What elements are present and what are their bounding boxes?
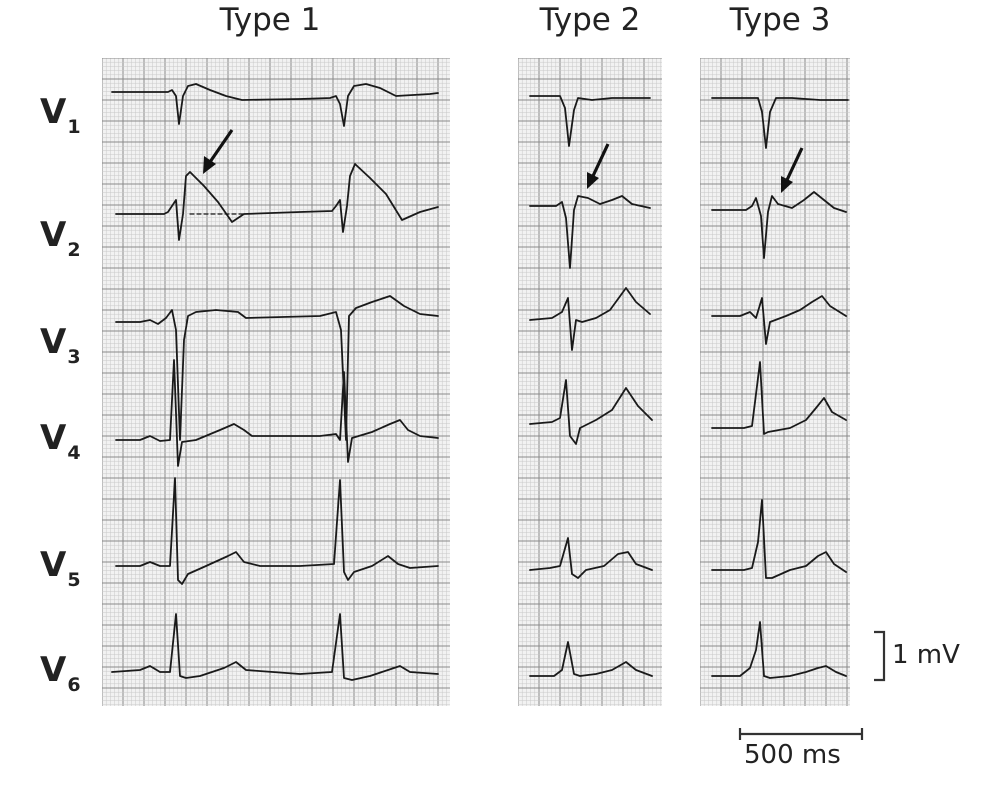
- time-scale-label: 500 ms: [744, 740, 841, 770]
- type3-grid: [700, 58, 850, 706]
- time-scale-bar: [738, 728, 864, 740]
- lead-label-v4: V4: [40, 418, 81, 464]
- type3-title: Type 3: [729, 2, 831, 38]
- voltage-scale-bar: [874, 630, 886, 682]
- voltage-scale-label: 1 mV: [892, 640, 960, 670]
- type1-ecg-panel: [102, 58, 450, 706]
- type2-title: Type 2: [539, 2, 641, 38]
- type1-grid: [102, 58, 450, 706]
- type2-grid: [518, 58, 662, 706]
- type3-ecg-panel: [700, 58, 850, 706]
- lead-label-v3: V3: [40, 322, 81, 368]
- type2-ecg-panel: [518, 58, 662, 706]
- lead-label-v2: V2: [40, 215, 81, 261]
- lead-label-v1: V1: [40, 92, 81, 138]
- lead-label-v6: V6: [40, 650, 81, 696]
- lead-label-v5: V5: [40, 545, 81, 591]
- type1-title: Type 1: [219, 2, 321, 38]
